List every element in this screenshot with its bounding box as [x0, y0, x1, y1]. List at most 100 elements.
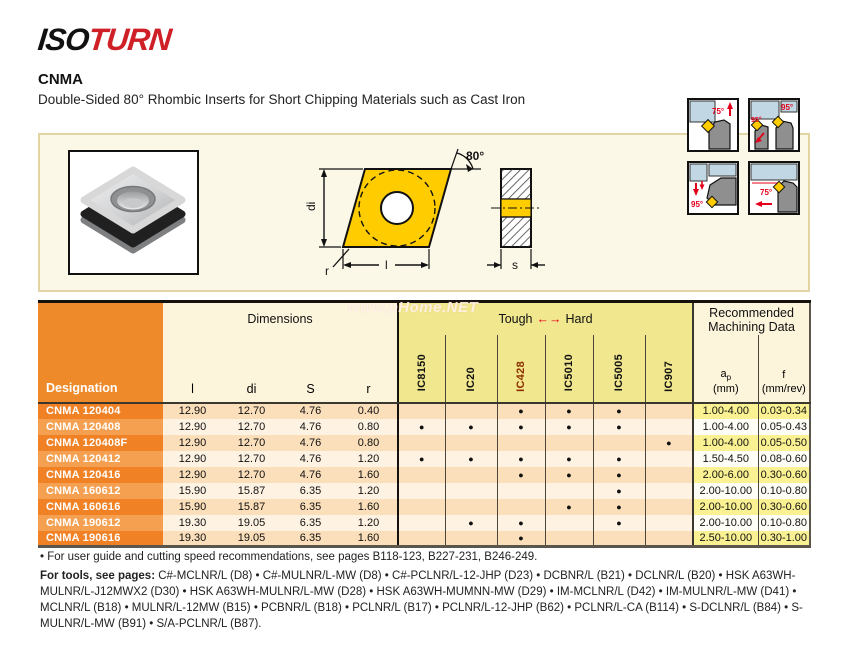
ap-cell: 1.50-4.50	[692, 450, 759, 467]
table-row: CNMA 120416 12.90 12.70 4.76 1.60 ● ● ● 2.00-6.0…	[38, 466, 811, 483]
grade-dot-cell-ic5010: ●	[544, 402, 593, 419]
dim-s-cell: 4.76	[281, 466, 340, 483]
grade-dot-cell-ic8150: ●	[397, 418, 445, 435]
hard-label: Hard	[565, 311, 593, 326]
dimensions-header: Dimensions	[163, 301, 398, 335]
watermark: www.pHome.NET	[348, 299, 479, 316]
tools-label: For tools, see pages:	[40, 570, 156, 582]
page-subtitle: Double-Sided 80° Rhombic Inserts for Sho…	[38, 92, 526, 107]
grade-dot-cell-ic907	[644, 402, 694, 419]
angle-label: 95°	[781, 103, 793, 112]
dim-r-cell: 1.60	[340, 498, 398, 515]
dim-col-header-r: r	[340, 334, 398, 404]
grade-dot-cell-ic428: ●	[496, 418, 545, 435]
table-row: CNMA 120408 12.90 12.70 4.76 0.80 ● ● ● ● ● 1.00-4…	[38, 418, 811, 435]
grade-dot-cell-ic8150	[397, 514, 445, 531]
grade-dot-cell-ic20	[444, 482, 497, 499]
f-cell: 0.03-0.34	[757, 402, 811, 419]
dim-s-label: s	[512, 258, 518, 272]
grade-dot-cell-ic8150	[397, 498, 445, 515]
grade-dot-cell-ic20	[444, 530, 497, 547]
grade-dot-cell-ic20: ●	[444, 450, 497, 467]
grade-dot-cell-ic5010: ●	[544, 450, 593, 467]
designation-cell: CNMA 120404	[38, 402, 163, 419]
logo-iso: ISO	[36, 22, 91, 57]
dim-s-cell: 6.35	[281, 530, 340, 547]
grade-dot-cell-ic5005	[592, 434, 645, 451]
dim-s-cell: 4.76	[281, 402, 340, 419]
grade-dot-cell-ic428: ●	[496, 450, 545, 467]
grade-dot-cell-ic907: ●	[644, 434, 694, 451]
grade-dot-cell-ic20	[444, 498, 497, 515]
ap-cell: 2.00-10.00	[692, 482, 759, 499]
f-cell: 0.05-0.43	[757, 418, 811, 435]
ap-cell: 2.00-10.00	[692, 498, 759, 515]
ap-cell: 1.00-4.00	[692, 434, 759, 451]
grade-dot-cell-ic907	[644, 450, 694, 467]
dim-r-cell: 1.60	[340, 466, 398, 483]
tools-text: C#-MCLNR/L (D8) • C#-MULNR/L-MW (D8) • C…	[40, 570, 803, 630]
dim-di-cell: 12.70	[222, 402, 281, 419]
dim-l-cell: 12.90	[163, 402, 222, 419]
grade-dot-cell-ic907	[644, 514, 694, 531]
grade-dot-cell-ic907	[644, 418, 694, 435]
designation-cell: CNMA 190612	[38, 514, 163, 531]
designation-cell: CNMA 190616	[38, 530, 163, 547]
machining-header: Recommended Machining Data	[692, 301, 811, 335]
grade-dot-cell-ic5010: ●	[544, 466, 593, 483]
f-cell: 0.30-1.00	[757, 530, 811, 547]
grade-dot-cell-ic5010: ●	[544, 418, 593, 435]
dim-col-header-di: di	[222, 334, 281, 404]
technical-drawing: di l r 80° s	[305, 148, 545, 278]
grade-dot-cell-ic5010	[544, 482, 593, 499]
grade-dot-cell-ic907	[644, 482, 694, 499]
dim-l-cell: 12.90	[163, 450, 222, 467]
dim-l-label: l	[385, 258, 388, 272]
dim-di-cell: 12.70	[222, 434, 281, 451]
dim-di-cell: 19.05	[222, 514, 281, 531]
grade-dot-cell-ic428	[496, 482, 545, 499]
grade-dot-cell-ic8150	[397, 530, 445, 547]
dim-l-cell: 15.90	[163, 482, 222, 499]
dim-di-cell: 15.87	[222, 482, 281, 499]
f-cell: 0.05-0.50	[757, 434, 811, 451]
grade-dot-cell-ic20: ●	[444, 418, 497, 435]
f-cell: 0.10-0.80	[757, 514, 811, 531]
table-row: CNMA 190612 19.30 19.05 6.35 1.20 ● ● ● 2.00-10.…	[38, 514, 811, 531]
grade-dot-cell-ic20	[444, 466, 497, 483]
dim-s-cell: 4.76	[281, 434, 340, 451]
dim-r-cell: 0.80	[340, 434, 398, 451]
ap-cell: 1.00-4.00	[692, 418, 759, 435]
dim-r-cell: 1.20	[340, 482, 398, 499]
page-title: CNMA	[38, 71, 83, 88]
f-cell: 0.30-0.60	[757, 498, 811, 515]
grade-dot-cell-ic5005: ●	[592, 498, 645, 515]
grade-dot-cell-ic428: ●	[496, 530, 545, 547]
grade-dot-cell-ic5010	[544, 514, 593, 531]
table-row: CNMA 120412 12.90 12.70 4.76 1.20 ● ● ● ● ● 1.50-4…	[38, 450, 811, 467]
grade-dot-cell-ic5005: ●	[592, 482, 645, 499]
dim-s-cell: 4.76	[281, 450, 340, 467]
grade-dot-cell-ic907	[644, 530, 694, 547]
dim-r-label: r	[325, 264, 329, 278]
tough-hard-header: Tough ←→ Hard	[396, 301, 694, 335]
dim-l-cell: 12.90	[163, 434, 222, 451]
dim-s-cell: 6.35	[281, 482, 340, 499]
dim-col-header-s: S	[281, 334, 340, 404]
designation-cell: CNMA 120416	[38, 466, 163, 483]
grade-header-ic5005: IC5005	[592, 334, 645, 404]
table-body: CNMA 120404 12.90 12.70 4.76 0.40 ● ● ● 1.00-4.0…	[38, 402, 811, 547]
f-header: f (mm/rev)	[757, 334, 811, 404]
insert-photo-box	[68, 150, 199, 275]
dim-s-cell: 6.35	[281, 498, 340, 515]
grade-dot-cell-ic428	[496, 434, 545, 451]
ap-cell: 2.50-10.00	[692, 530, 759, 547]
holder-diagram-75-left: 75°	[748, 161, 800, 215]
table-row: CNMA 190616 19.30 19.05 6.35 1.60 ● 2.50-10.00…	[38, 530, 811, 547]
insert-table: Designation Dimensions Tough ←→ Hard Recom…	[38, 300, 812, 549]
grade-dot-cell-ic20	[444, 434, 497, 451]
grade-dot-cell-ic5005: ●	[592, 402, 645, 419]
dim-r-cell: 0.40	[340, 402, 398, 419]
designation-cell: CNMA 120408	[38, 418, 163, 435]
